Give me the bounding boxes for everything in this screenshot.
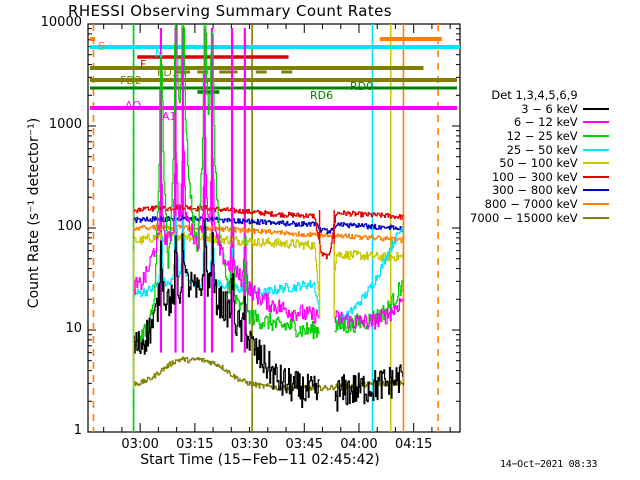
legend-entry-label: 12 − 25 keV [506, 128, 578, 143]
generated-timestamp: 14−Oct−2021 08:33 [500, 459, 598, 470]
legend-entry-swatch [582, 107, 609, 110]
legend-entry-swatch [582, 162, 609, 165]
legend-entry-label: 50 − 100 keV [499, 156, 578, 171]
x-tick-label: 03:00 [121, 437, 159, 452]
y-tick-label: 10000 [40, 15, 82, 30]
page-title: RHESSI Observing Summary Count Rates [68, 2, 392, 20]
x-tick-label: 04:00 [340, 437, 378, 452]
annotation-s: S [98, 40, 105, 53]
legend-title: Det 1,3,4,5,6,9 [491, 88, 578, 102]
annotation-fd1: FD1 [157, 66, 179, 79]
legend-entry: 3 − 6 keV [470, 102, 609, 116]
legend-entry-label: 300 − 800 keV [491, 183, 578, 198]
legend-entry: 12 − 25 keV [470, 129, 609, 143]
series-0 [133, 220, 405, 412]
series-7 [133, 224, 405, 244]
legend-entry-swatch [582, 148, 609, 151]
legend-entry-swatch [582, 216, 609, 219]
legend-entry: 100 − 300 keV [470, 170, 609, 184]
annotation-rd0: RD0 [350, 80, 374, 93]
x-axis-label: Start Time (15−Feb−11 02:45:42) [140, 452, 380, 468]
x-tick-label: 03:15 [176, 437, 214, 452]
legend-entry-swatch [582, 134, 609, 137]
legend-entry-label: 6 − 12 keV [513, 115, 578, 130]
series-3 [133, 216, 405, 327]
legend-entry-label: 3 − 6 keV [521, 101, 578, 116]
legend-entry-swatch [582, 189, 609, 192]
x-tick-label: 03:45 [285, 437, 323, 452]
series-1 [133, 137, 405, 330]
legend-entry-swatch [582, 175, 609, 178]
annotation-n: N [155, 47, 164, 60]
y-tick-label: 1 [73, 423, 82, 438]
annotation-rd6: RD6 [310, 89, 334, 102]
annotation-a1: A1 [162, 110, 177, 123]
legend-entry: 800 − 7000 keV [470, 197, 609, 211]
legend-entry: 7000 − 15000 keV [470, 211, 609, 225]
x-tick-label: 03:30 [230, 437, 269, 452]
legend-entry-label: 25 − 50 keV [506, 142, 578, 157]
x-tick-label: 04:15 [394, 437, 433, 452]
annotation-ao: AO [125, 99, 141, 112]
legend-entry: 6 − 12 keV [470, 115, 609, 130]
legend-entry: 25 − 50 keV [470, 143, 609, 157]
annotation-f: F [140, 58, 147, 71]
legend-entry-label: 800 − 7000 keV [484, 196, 578, 211]
series-5 [133, 204, 405, 260]
series-2 [133, 24, 405, 347]
legend-entry: 50 − 100 keV [470, 156, 609, 170]
legend-entry-swatch [582, 202, 609, 205]
legend-entry-swatch [582, 121, 609, 124]
legend-entry: 300 − 800 keV [470, 183, 609, 198]
y-tick-label: 1000 [48, 117, 82, 132]
annotation-fd2: FD2 [120, 74, 142, 87]
y-tick-label: 10 [65, 321, 82, 336]
legend-entry-label: 100 − 300 keV [491, 169, 578, 184]
legend-entry-label: 7000 − 15000 keV [470, 210, 578, 225]
y-tick-label: 100 [57, 219, 82, 234]
legend-entries: 3 − 6 keV 6 − 12 keV 12 − 25 keV 25 − 50 ke… [470, 102, 609, 225]
legend: Det 1,3,4,5,6,9 3 − 6 keV 6 − 12 keV 12 − … [470, 88, 609, 225]
